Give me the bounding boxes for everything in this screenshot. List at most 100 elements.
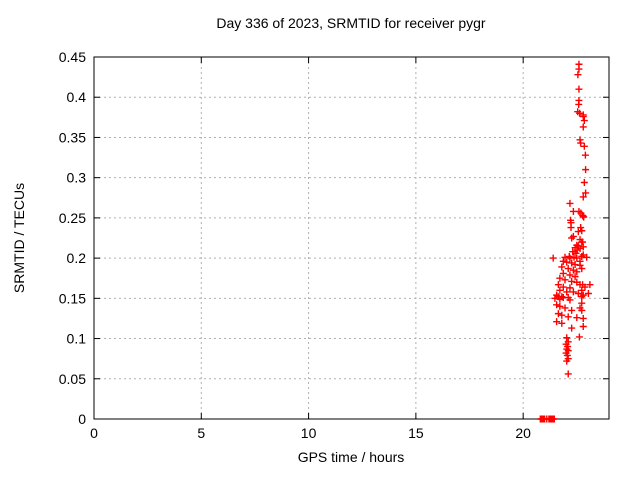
data-point-marker (578, 306, 586, 314)
data-point-marker (576, 109, 584, 117)
data-point-marker (554, 281, 562, 289)
data-point-marker (558, 319, 566, 327)
data-point-marker (569, 288, 577, 296)
data-point-marker (568, 277, 576, 285)
data-point-marker (566, 199, 574, 207)
x-tick-label: 5 (197, 425, 205, 441)
data-point-marker (575, 85, 583, 93)
chart-title: Day 336 of 2023, SRMTID for receiver pyg… (216, 15, 486, 31)
x-tick-label: 10 (301, 425, 317, 441)
data-point-marker (559, 294, 567, 302)
axis-ticks (93, 56, 609, 420)
data-point-marker (566, 296, 574, 304)
data-point-marker (553, 291, 561, 299)
data-point-marker (579, 314, 587, 322)
data-point-marker (586, 281, 594, 289)
data-point-marker (556, 274, 564, 282)
data-point-marker (569, 266, 577, 274)
data-point-marker (569, 248, 577, 256)
data-point-marker (563, 288, 571, 296)
data-point-marker (578, 227, 586, 235)
data-point-marker (580, 142, 588, 150)
data-point-marker (561, 253, 569, 261)
y-tick-label: 0.05 (59, 371, 86, 387)
data-point-marker (561, 276, 569, 284)
data-point-marker (579, 281, 587, 289)
y-tick-label: 0 (78, 411, 86, 427)
data-point-marker (558, 263, 566, 271)
data-point-marker (559, 257, 567, 265)
data-point-marker (578, 293, 586, 301)
data-point-marker (574, 71, 582, 79)
data-point-marker (556, 302, 564, 310)
data-point-marker (579, 322, 587, 330)
y-tick-label: 0.35 (59, 129, 86, 145)
data-point-marker (568, 259, 576, 267)
x-tick-label: 20 (515, 425, 531, 441)
data-point-marker (580, 178, 588, 186)
data-point-marker (573, 314, 581, 322)
data-point-marker (554, 310, 562, 318)
data-points (536, 60, 594, 423)
data-point-marker (556, 286, 564, 294)
data-point-marker (567, 224, 575, 232)
data-point-marker (568, 234, 576, 242)
data-point-marker (572, 249, 580, 257)
data-point-marker (575, 65, 583, 73)
x-tick-label: 0 (90, 425, 98, 441)
data-point-marker (584, 290, 592, 298)
data-point-marker (578, 265, 586, 273)
data-point-marker (563, 258, 571, 266)
y-axis-label: SRMTID / TECUs (11, 183, 27, 293)
y-tick-label: 0.4 (67, 89, 87, 105)
data-point-marker (573, 268, 581, 276)
data-point-marker (573, 246, 581, 254)
y-tick-label: 0.25 (59, 210, 86, 226)
data-point-marker (569, 232, 577, 240)
data-point-marker (579, 123, 587, 131)
grid-lines (93, 56, 609, 420)
data-point-marker (582, 189, 590, 197)
data-point-marker (578, 299, 586, 307)
data-point-marker (554, 293, 562, 301)
data-point-marker (578, 253, 586, 261)
data-point-marker (553, 301, 561, 309)
y-tick-label: 0.3 (67, 170, 87, 186)
data-point-marker (580, 117, 588, 125)
data-point-marker (575, 333, 583, 341)
data-point-marker (563, 357, 571, 365)
data-point-marker (578, 286, 586, 294)
data-point-marker (571, 261, 579, 269)
data-point-marker (568, 306, 576, 314)
data-point-marker (563, 334, 571, 342)
data-point-marker (558, 311, 566, 319)
data-point-marker (561, 304, 569, 312)
data-point-marker (550, 415, 558, 423)
data-point-marker (574, 290, 582, 298)
data-point-marker (576, 261, 584, 269)
data-point-marker (579, 193, 587, 201)
data-point-marker (575, 100, 583, 108)
data-point-marker (583, 253, 591, 261)
data-point-marker (549, 254, 557, 262)
data-point-marker (579, 243, 587, 251)
y-tick-label: 0.45 (59, 49, 86, 65)
data-point-marker (568, 324, 576, 332)
tick-labels: 0 5 10 15 20 0 0.05 0.1 0.15 0.2 0.25 0.3 0.35 0.4 0.4… (59, 49, 531, 441)
y-tick-label: 0.1 (67, 331, 87, 347)
data-point-marker (566, 284, 574, 292)
y-tick-label: 0.2 (67, 250, 87, 266)
data-point-marker (581, 151, 589, 159)
data-point-marker (564, 370, 572, 378)
y-tick-label: 0.15 (59, 290, 86, 306)
data-point-marker (580, 213, 588, 221)
data-point-marker (582, 166, 590, 174)
data-point-marker (559, 283, 567, 291)
data-point-marker (566, 271, 574, 279)
data-point-marker (551, 294, 559, 302)
data-point-marker (577, 139, 585, 147)
data-point-marker (574, 228, 582, 236)
data-point-marker (566, 254, 574, 262)
plot-border (93, 56, 610, 420)
